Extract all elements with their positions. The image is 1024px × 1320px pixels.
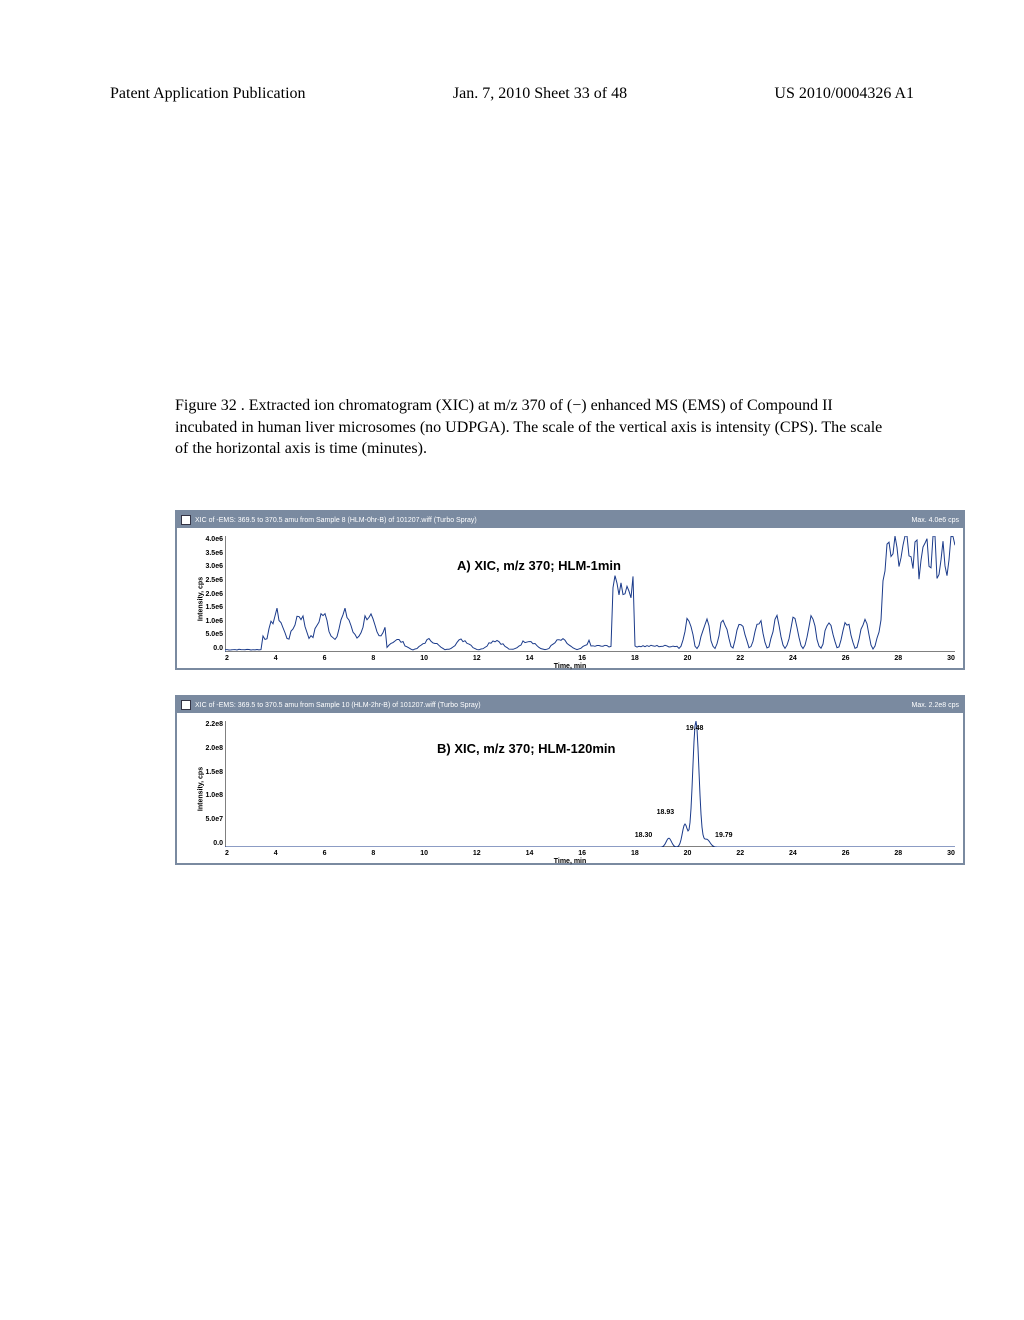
chart-b-container: XIC of -EMS: 369.5 to 370.5 amu from Sam… [175,695,965,865]
tick-label: 16 [578,655,586,662]
chart-b-yticks: 2.2e8 2.0e8 1.5e8 1.0e8 5.0e7 0.0 [191,721,223,847]
tick-label: 20 [684,850,692,857]
chart-a-titlebar: XIC of -EMS: 369.5 to 370.5 amu from Sam… [177,512,963,528]
tick-label: 4 [274,655,278,662]
peak-label: 18.93 [657,809,675,816]
tick-label: 1.5e6 [191,604,223,611]
chart-a-trace [225,536,955,652]
tick-label: 6 [323,655,327,662]
chart-a-titlebar-left: XIC of -EMS: 369.5 to 370.5 amu from Sam… [195,517,477,524]
tick-label: 30 [947,850,955,857]
chart-b-plot: Intensity, cps 2.2e82.0e81.5e81.0e85.0e7… [177,713,963,865]
tick-label: 5.0e5 [191,631,223,638]
tick-label: 10 [420,850,428,857]
peak-label: 19.79 [715,832,733,839]
tick-label: 20 [684,655,692,662]
tick-label: 0.0 [191,645,223,652]
tick-label: 18 [631,655,639,662]
tick-label: 30 [947,655,955,662]
figure-caption: Figure 32 . Extracted ion chromatogram (… [175,395,895,460]
tick-label: 3.0e6 [191,563,223,570]
tick-label: 28 [894,850,902,857]
header-left: Patent Application Publication [110,85,306,103]
tick-label: 1.0e6 [191,618,223,625]
header-center: Jan. 7, 2010 Sheet 33 of 48 [453,85,627,103]
chart-b-titlebar: XIC of -EMS: 369.5 to 370.5 amu from Sam… [177,697,963,713]
tick-label: 8 [371,850,375,857]
tick-label: 2.0e8 [191,745,223,752]
chart-b-xlabel: Time, min [554,858,587,865]
window-icon [181,515,191,525]
tick-label: 24 [789,655,797,662]
tick-label: 1.5e8 [191,769,223,776]
header-right: US 2010/0004326 A1 [774,85,914,103]
tick-label: 18 [631,850,639,857]
chart-b-titlebar-right: Max. 2.2e8 cps [912,702,959,709]
tick-label: 0.0 [191,840,223,847]
chart-b-titlebar-left: XIC of -EMS: 369.5 to 370.5 amu from Sam… [195,702,481,709]
tick-label: 6 [323,850,327,857]
chart-b-trace [225,721,955,847]
tick-label: 2.2e8 [191,721,223,728]
tick-label: 14 [526,655,534,662]
page-header: Patent Application Publication Jan. 7, 2… [0,85,1024,103]
chart-a-plot: Intensity, cps 4.0e63.5e63.0e62.5e62.0e6… [177,528,963,670]
tick-label: 28 [894,655,902,662]
chart-a-container: XIC of -EMS: 369.5 to 370.5 amu from Sam… [175,510,965,670]
tick-label: 26 [842,655,850,662]
chart-a-titlebar-right: Max. 4.0e6 cps [912,517,959,524]
tick-label: 22 [736,850,744,857]
tick-label: 2 [225,655,229,662]
tick-label: 10 [420,655,428,662]
tick-label: 16 [578,850,586,857]
tick-label: 3.5e6 [191,550,223,557]
chart-a-xlabel: Time, min [554,663,587,670]
tick-label: 12 [473,655,481,662]
chart-a-yticks: 4.0e6 3.5e6 3.0e6 2.5e6 2.0e6 1.5e6 1.0e6 5.0e5… [191,536,223,652]
tick-label: 8 [371,655,375,662]
tick-label: 12 [473,850,481,857]
tick-label: 2.5e6 [191,577,223,584]
window-icon [181,700,191,710]
tick-label: 4.0e6 [191,536,223,543]
chart-b-xticks: 24681012141618202224262830 [225,850,955,857]
tick-label: 24 [789,850,797,857]
peak-label: 19.48 [686,725,704,732]
tick-label: 14 [526,850,534,857]
tick-label: 2.0e6 [191,591,223,598]
peak-label: 18.30 [635,832,653,839]
tick-label: 1.0e8 [191,792,223,799]
tick-label: 4 [274,850,278,857]
tick-label: 2 [225,850,229,857]
chart-a-xticks: 24681012141618202224262830 [225,655,955,662]
tick-label: 22 [736,655,744,662]
tick-label: 5.0e7 [191,816,223,823]
tick-label: 26 [842,850,850,857]
